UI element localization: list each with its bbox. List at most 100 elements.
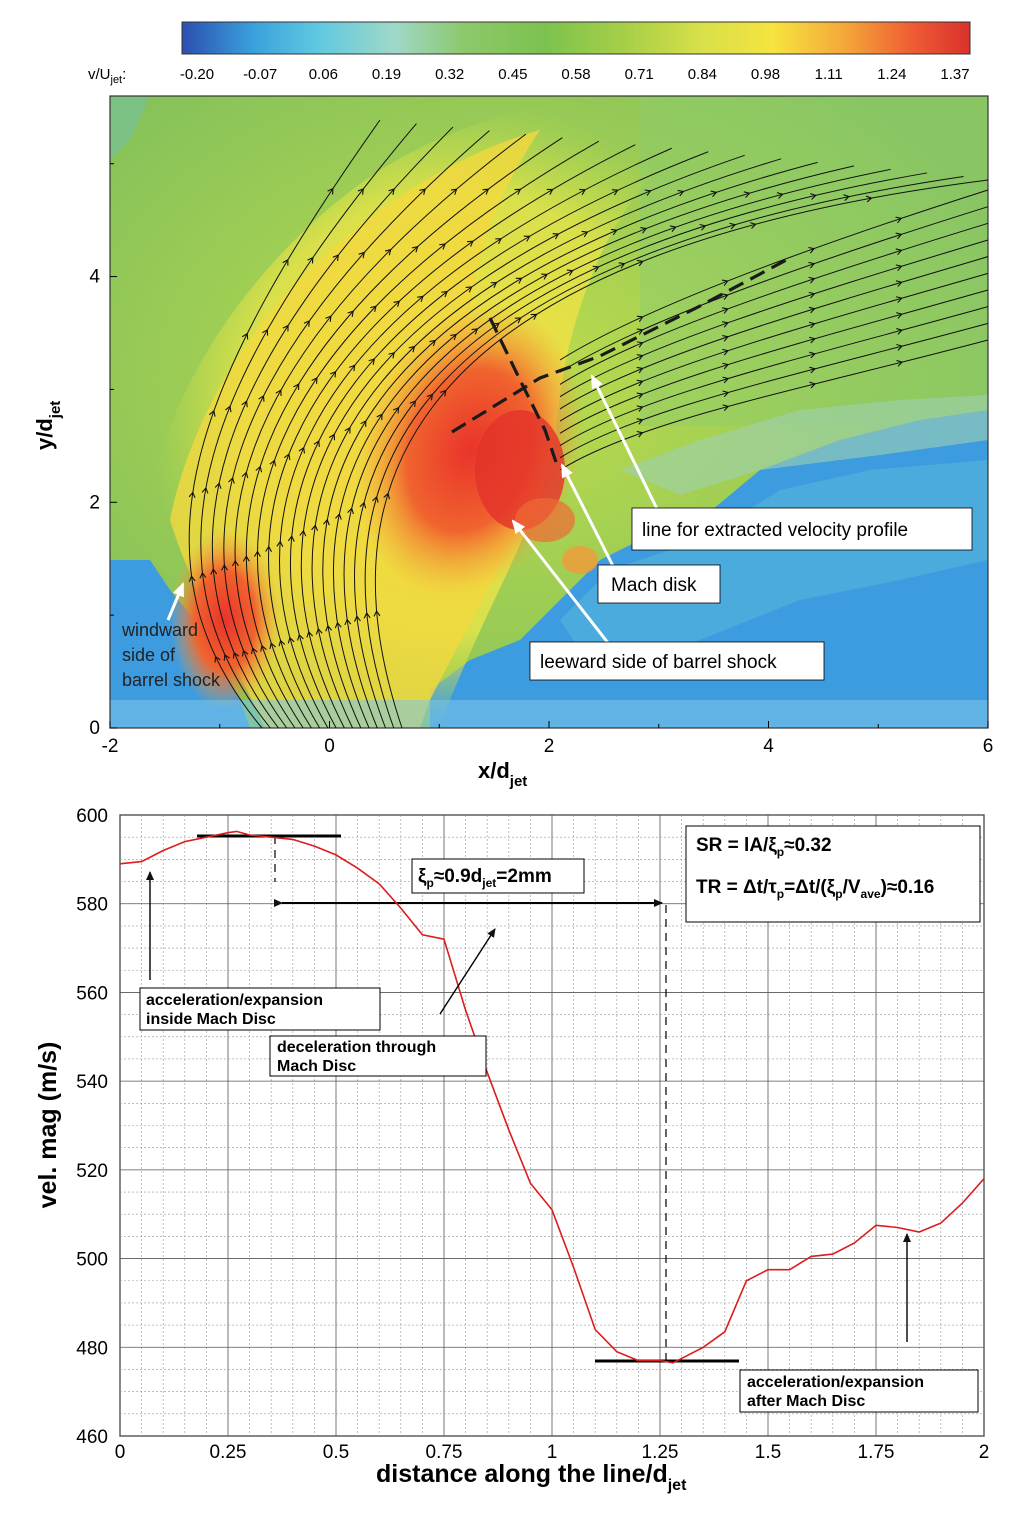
streamline-arrow bbox=[359, 501, 367, 509]
streamline-arrow bbox=[260, 644, 267, 652]
streamline-arrow bbox=[228, 476, 235, 484]
line-chart: 0 0.25 0.5 0.75 1 1.25 1.5 1.75 2 460 480 500 520 54… bbox=[34, 806, 989, 1494]
annot-inside: acceleration/expansion inside Mach Disc bbox=[146, 992, 327, 1028]
streamline-arrow bbox=[895, 264, 903, 271]
streamline-arrow bbox=[677, 189, 685, 197]
streamline-arrow bbox=[722, 348, 729, 356]
streamline-arrow bbox=[255, 465, 263, 473]
streamline-arrow bbox=[441, 290, 448, 298]
streamline-arrow bbox=[895, 232, 903, 240]
streamline-arrow bbox=[370, 305, 377, 313]
streamline-arrow bbox=[618, 262, 626, 269]
annot-mach-disk: Mach disk bbox=[611, 575, 697, 596]
streamline-arrow bbox=[188, 491, 196, 498]
streamline bbox=[559, 339, 989, 471]
streamline-arrow bbox=[408, 345, 416, 353]
streamline-arrow bbox=[721, 279, 729, 286]
line-chart-y-ticks: 460 480 500 520 540 560 580 600 bbox=[76, 806, 108, 1448]
streamline-arrow bbox=[515, 277, 523, 284]
streamline bbox=[223, 130, 490, 729]
colorbar-tick-label: 0.98 bbox=[751, 66, 780, 83]
colorbar-tick-label: 0.06 bbox=[309, 66, 338, 83]
streamline bbox=[559, 322, 989, 459]
contour-x-tick-label: 4 bbox=[763, 736, 774, 757]
colorbar-tick-label: 0.45 bbox=[498, 66, 527, 83]
streamline-arrow bbox=[636, 341, 644, 348]
streamline-arrow bbox=[332, 254, 339, 262]
streamline-arrow bbox=[722, 321, 729, 328]
streamline-arrow bbox=[210, 568, 218, 575]
streamline bbox=[559, 206, 989, 373]
streamline-arrow bbox=[896, 343, 904, 351]
contour-field bbox=[110, 96, 988, 728]
streamline-arrow bbox=[610, 228, 618, 236]
contour-x-ticks: -2 0 2 4 6 bbox=[102, 721, 993, 757]
streamline-arrow bbox=[282, 258, 289, 266]
annot-after: acceleration/expansion after Mach Disc bbox=[747, 1374, 928, 1410]
streamline-arrow bbox=[566, 269, 574, 276]
line-chart-ylabel: vel. mag (m/s) bbox=[34, 1042, 62, 1209]
streamline-arrow bbox=[743, 191, 751, 198]
streamline-arrow bbox=[297, 633, 304, 641]
streamline-arrow bbox=[546, 188, 554, 195]
streamline-arrow bbox=[636, 366, 644, 374]
streamline-arrow bbox=[287, 636, 295, 644]
streamline-arrow bbox=[895, 296, 903, 303]
streamline-arrow bbox=[722, 390, 730, 398]
streamline-arrow bbox=[411, 246, 419, 253]
line-chart-x-tick-label: 0 bbox=[115, 1442, 126, 1463]
streamline-arrow bbox=[729, 222, 737, 230]
line-chart-x-tick-label: 1.5 bbox=[755, 1442, 781, 1463]
streamline-arrow bbox=[749, 222, 757, 229]
line-chart-y-tick-label: 560 bbox=[76, 983, 108, 1004]
streamline-arrow bbox=[808, 336, 816, 344]
velocity-curve bbox=[119, 830, 985, 1364]
colorbar-tick-label: 0.58 bbox=[561, 66, 590, 83]
line-chart-y-tick-label: 500 bbox=[76, 1250, 108, 1271]
colorbar-tick-label: -0.20 bbox=[180, 66, 214, 83]
streamline-arrow bbox=[419, 188, 426, 195]
colorbar-tick-label: 0.84 bbox=[688, 66, 717, 83]
streamline-arrow bbox=[269, 459, 277, 467]
streamline-arrow bbox=[258, 394, 265, 402]
streamline-arrow bbox=[225, 405, 232, 413]
streamline-arrow bbox=[208, 409, 216, 417]
streamline-arrow bbox=[241, 471, 249, 479]
streamline bbox=[279, 147, 672, 729]
streamline-arrow bbox=[327, 187, 334, 195]
streamline-arrow bbox=[371, 495, 379, 503]
streamline-arrow bbox=[865, 195, 873, 203]
colorbar-gradient bbox=[181, 21, 971, 55]
streamline-arrow bbox=[699, 223, 707, 231]
streamline-arrow bbox=[592, 265, 600, 273]
annot-leeward: leeward side of barrel shock bbox=[540, 652, 777, 673]
streamline-arrow bbox=[325, 315, 332, 323]
streamline-arrow bbox=[349, 364, 356, 372]
contour-x-tick-label: 2 bbox=[544, 736, 555, 757]
streamline-arrow bbox=[467, 240, 474, 247]
streamline-arrow bbox=[276, 540, 284, 547]
streamline-arrow bbox=[552, 233, 560, 240]
streamline-arrow bbox=[253, 550, 261, 557]
colorbar-tick-label: 0.32 bbox=[435, 66, 464, 83]
streamline-arrow bbox=[429, 339, 436, 347]
line-chart-x-tick-label: 1.25 bbox=[642, 1442, 679, 1463]
contour-xlabel: x/djet bbox=[478, 758, 527, 790]
streamline bbox=[559, 189, 989, 361]
streamline-arrow bbox=[808, 276, 816, 284]
streamline-arrow bbox=[640, 227, 648, 234]
line-chart-x-tick-label: 0.5 bbox=[323, 1442, 349, 1463]
colorbar-tick-label: 1.37 bbox=[940, 66, 969, 83]
streamline-arrow bbox=[495, 238, 502, 245]
streamlines bbox=[188, 119, 989, 729]
colorbar-label: v/Ujet: bbox=[88, 66, 126, 86]
streamline bbox=[234, 133, 527, 729]
streamline-arrow bbox=[325, 624, 333, 632]
streamline-arrow bbox=[347, 507, 354, 515]
streamline-arrow bbox=[299, 529, 307, 537]
streamline-arrow bbox=[360, 420, 367, 427]
streamline-arrow bbox=[388, 188, 395, 195]
streamline-arrow bbox=[895, 216, 903, 224]
streamline-arrow bbox=[223, 653, 230, 661]
